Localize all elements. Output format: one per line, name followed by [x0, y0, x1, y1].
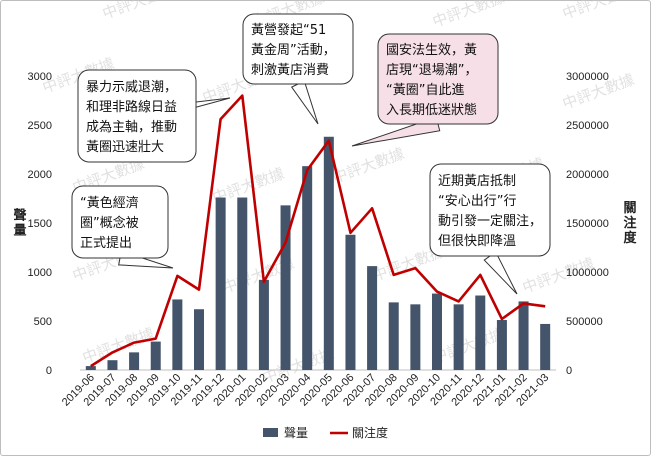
- watermark-text: 中評大數據: [430, 0, 507, 31]
- callout-pointer: [290, 80, 319, 125]
- y2-tick-label: 3000000: [566, 71, 609, 83]
- bar: [85, 366, 96, 370]
- callout-text: 暴力示威退潮，: [86, 80, 177, 95]
- callout-text: 黃營發起“51: [251, 23, 326, 38]
- y2-tick-label: 0: [566, 365, 572, 377]
- bar: [302, 166, 313, 370]
- callout-text: 正式提出: [80, 235, 132, 251]
- bar: [367, 266, 378, 370]
- bar: [453, 304, 464, 370]
- bar: [323, 136, 334, 370]
- y2-tick-label: 500000: [566, 316, 603, 328]
- y-tick-label: 1500: [28, 218, 52, 230]
- y-axis-title: 聲: [13, 208, 26, 224]
- bar: [475, 295, 486, 370]
- callout-text: 國安法生效，黃: [386, 43, 477, 58]
- bar: [432, 293, 442, 370]
- y-tick-label: 500: [34, 316, 52, 328]
- callout-box: [377, 33, 499, 125]
- y-axis-title: 量: [13, 224, 26, 239]
- legend-swatch-bar: [263, 428, 278, 437]
- y2-axis-title: 注: [623, 215, 636, 231]
- watermark-text: 中評大數據: [80, 324, 157, 367]
- bar: [215, 197, 226, 370]
- y2-axis-title: 度: [623, 230, 637, 246]
- y2-tick-label: 1500000: [566, 218, 609, 230]
- bar: [496, 320, 507, 370]
- bar: [194, 309, 204, 370]
- callout-text: 成為主軸，推動: [86, 119, 177, 135]
- y2-tick-label: 2500000: [566, 120, 609, 132]
- callout-text: 店現“退場潮”，: [386, 63, 477, 78]
- y2-tick-label: 2000000: [566, 169, 609, 181]
- y-tick-label: 0: [46, 365, 52, 377]
- legend-label-line: 關注度: [352, 425, 388, 440]
- callout-box: [242, 13, 354, 85]
- bar: [410, 304, 421, 370]
- callout-pointer: [483, 251, 518, 295]
- bar: [150, 341, 161, 370]
- bar: [107, 360, 118, 370]
- bar: [172, 299, 183, 370]
- callout-text: “黃圈”自此進: [386, 83, 464, 98]
- y-tick-label: 3000: [28, 71, 52, 83]
- callout-box: [77, 69, 197, 163]
- callout-text: “黃色經濟: [80, 195, 139, 211]
- callout-text: 圈”概念被: [80, 215, 139, 231]
- callout-text: 但很快即降溫: [438, 234, 516, 249]
- y-tick-label: 1000: [28, 267, 52, 279]
- bar: [345, 234, 356, 370]
- watermark-text: 中評大數據: [560, 0, 637, 23]
- callout-box: [71, 185, 169, 259]
- callout-text: 黃圈迅速壯大: [86, 140, 164, 155]
- bar: [258, 279, 269, 370]
- line-series-attention: [90, 94, 546, 368]
- watermark-text: 中評大數據: [330, 144, 407, 187]
- bar: [540, 323, 551, 370]
- legend-label-bar: 聲量: [284, 425, 308, 440]
- bar: [237, 197, 248, 370]
- callout-text: 入長期低迷狀態: [386, 102, 477, 118]
- callout-text: 刺激黃店消費: [251, 63, 329, 78]
- bar: [280, 205, 291, 370]
- y-tick-label: 2500: [28, 120, 52, 132]
- y2-tick-label: 1000000: [566, 267, 609, 279]
- callout-text: 和理非路線日益: [86, 99, 177, 115]
- bar: [518, 301, 529, 370]
- y-tick-label: 2000: [28, 169, 52, 181]
- callout-text: 近期黃店抵制: [438, 174, 516, 189]
- callout-text: 黃金周”活動，: [251, 42, 336, 58]
- y2-axis-title: 關: [623, 201, 636, 216]
- callout-text: “安心出行”行: [438, 194, 516, 209]
- bar: [129, 352, 140, 370]
- watermark-text: 中評大數據: [100, 0, 177, 23]
- callout-text: 動引發一定關注，: [438, 214, 542, 229]
- callout-box: [429, 163, 551, 257]
- bar: [388, 302, 399, 370]
